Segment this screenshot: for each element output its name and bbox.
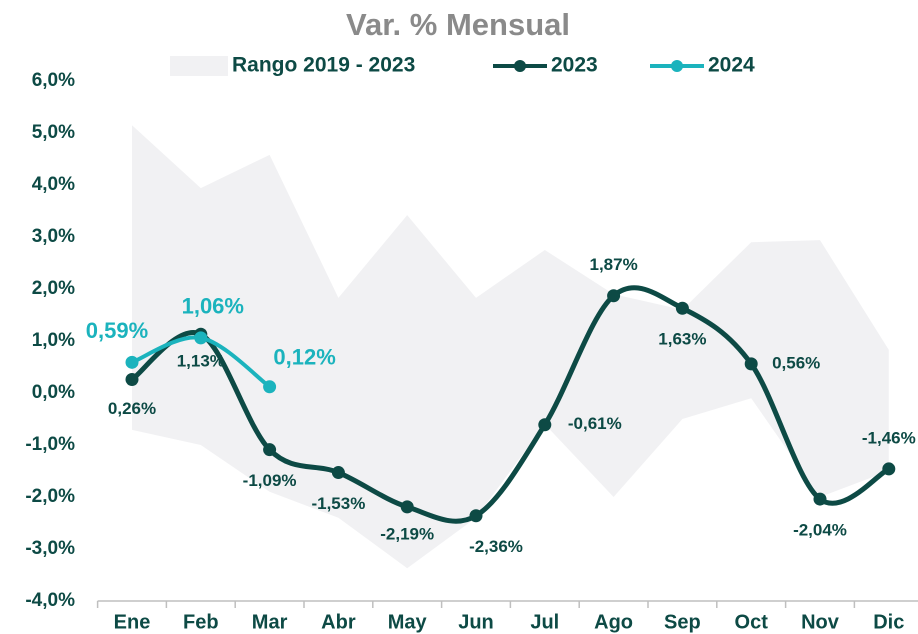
series-marker bbox=[263, 380, 277, 394]
y-tick-label: -3,0% bbox=[25, 538, 75, 559]
y-tick-label: 6,0% bbox=[32, 70, 75, 91]
data-label: 1,63% bbox=[658, 330, 706, 349]
data-label: 0,59% bbox=[86, 318, 148, 343]
series-marker bbox=[607, 289, 621, 303]
y-tick-label: -2,0% bbox=[25, 486, 75, 507]
x-tick-label: Feb bbox=[183, 611, 219, 633]
series-marker bbox=[538, 418, 552, 432]
data-label: 1,06% bbox=[182, 294, 244, 319]
y-tick-label: 0,0% bbox=[32, 382, 75, 403]
data-label: 0,12% bbox=[273, 345, 335, 370]
x-tick-label: Oct bbox=[735, 611, 769, 633]
data-label: -2,19% bbox=[380, 524, 434, 543]
x-tick-label: May bbox=[388, 611, 428, 633]
data-label: 0,26% bbox=[108, 399, 156, 418]
y-tick-label: 1,0% bbox=[32, 330, 75, 351]
data-label: -1,46% bbox=[862, 428, 916, 447]
legend-swatch bbox=[170, 56, 228, 76]
x-tick-label: Ago bbox=[594, 611, 633, 633]
x-tick-label: Ene bbox=[114, 611, 151, 633]
data-label: -1,09% bbox=[243, 471, 297, 490]
x-tick-label: Dic bbox=[873, 611, 904, 633]
y-tick-label: -4,0% bbox=[25, 590, 75, 611]
series-marker bbox=[744, 357, 758, 371]
data-label: -0,61% bbox=[568, 414, 622, 433]
data-label: 1,87% bbox=[589, 255, 637, 274]
x-tick-label: Sep bbox=[664, 611, 701, 633]
series-marker bbox=[882, 462, 896, 476]
y-tick-label: 3,0% bbox=[32, 226, 75, 247]
y-tick-label: -1,0% bbox=[25, 434, 75, 455]
x-tick-label: Abr bbox=[321, 611, 356, 633]
series-marker bbox=[331, 466, 345, 480]
x-tick-label: Nov bbox=[801, 611, 840, 633]
y-tick-label: 2,0% bbox=[32, 278, 75, 299]
legend-marker bbox=[514, 60, 526, 72]
legend-marker bbox=[671, 60, 683, 72]
x-tick-label: Mar bbox=[252, 611, 288, 633]
legend-label: 2024 bbox=[708, 54, 755, 77]
y-tick-label: 4,0% bbox=[32, 174, 75, 195]
x-tick-label: Jun bbox=[458, 611, 494, 633]
data-label: -2,36% bbox=[469, 537, 523, 556]
series-line bbox=[130, 285, 891, 524]
series-marker bbox=[813, 492, 827, 506]
data-label: -1,53% bbox=[311, 494, 365, 513]
data-label: 1,13% bbox=[177, 352, 225, 371]
data-label: 0,56% bbox=[772, 353, 820, 372]
legend-label: 2023 bbox=[551, 54, 598, 77]
series-marker bbox=[125, 355, 139, 369]
data-label: -2,04% bbox=[793, 521, 847, 540]
series-marker bbox=[125, 372, 139, 386]
y-tick-label: 5,0% bbox=[32, 122, 75, 143]
chart-title: Var. % Mensual bbox=[346, 7, 570, 42]
series-marker bbox=[675, 301, 689, 315]
legend-label: Rango 2019 - 2023 bbox=[232, 54, 415, 77]
range-band bbox=[132, 125, 889, 569]
series-marker bbox=[263, 443, 277, 457]
series-marker bbox=[469, 509, 483, 523]
series-marker bbox=[400, 500, 414, 514]
series-marker bbox=[194, 331, 208, 345]
x-tick-label: Jul bbox=[530, 611, 559, 633]
